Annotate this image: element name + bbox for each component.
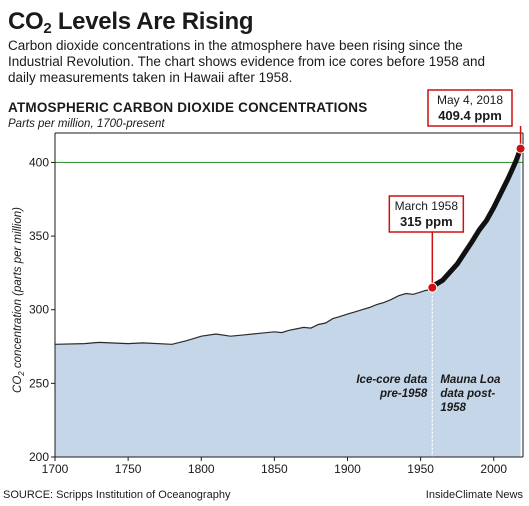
chart-subtitle: Parts per million, 1700-present <box>8 118 165 130</box>
annotation-box <box>388 195 465 233</box>
divider-label-left: pre-1958 <box>379 388 428 400</box>
x-tick-label: 1850 <box>261 462 288 476</box>
chart-title: ATMOSPHERIC CARBON DIOXIDE CONCENTRATION… <box>8 100 368 115</box>
series-line-mauna-loa <box>430 147 523 290</box>
page-subtitle: Carbon dioxide concentrations in the atm… <box>8 38 486 85</box>
x-tick-label: 1800 <box>188 462 215 476</box>
divider-label-left: Ice-core data <box>356 374 428 386</box>
publisher-credit: InsideClimate News <box>425 489 523 501</box>
annotation-date: March 1958 <box>395 199 459 213</box>
divider-label-right: data post- <box>440 388 495 400</box>
page-title: CO2 Levels Are Rising <box>8 8 254 37</box>
y-tick-label: 300 <box>29 303 49 317</box>
co2-area-fill <box>55 148 521 457</box>
source-note: SOURCE: Scripps Institution of Oceanogra… <box>3 489 231 501</box>
y-tick-label: 400 <box>29 155 49 169</box>
y-axis-label: CO2 concentration (parts per million) <box>12 207 26 393</box>
annotation-marker <box>427 282 438 293</box>
divider-label-right: 1958 <box>440 402 466 414</box>
annotation-date: May 4, 2018 <box>437 93 503 107</box>
x-tick-label: 1900 <box>334 462 361 476</box>
x-tick-label: 1750 <box>115 462 142 476</box>
x-tick-label: 1950 <box>407 462 434 476</box>
y-tick-label: 350 <box>29 229 49 243</box>
annotation-marker <box>515 143 526 154</box>
divider-label-right: Mauna Loa <box>440 374 501 386</box>
y-tick-label: 250 <box>29 376 49 390</box>
x-tick-label: 1700 <box>42 462 69 476</box>
annotation-box <box>427 89 513 127</box>
series-line-ice-core <box>54 287 433 345</box>
annotation-value: 409.4 ppm <box>438 108 502 123</box>
x-tick-label: 2000 <box>480 462 507 476</box>
annotation-value: 315 ppm <box>400 214 453 229</box>
y-tick-label: 200 <box>29 450 49 464</box>
